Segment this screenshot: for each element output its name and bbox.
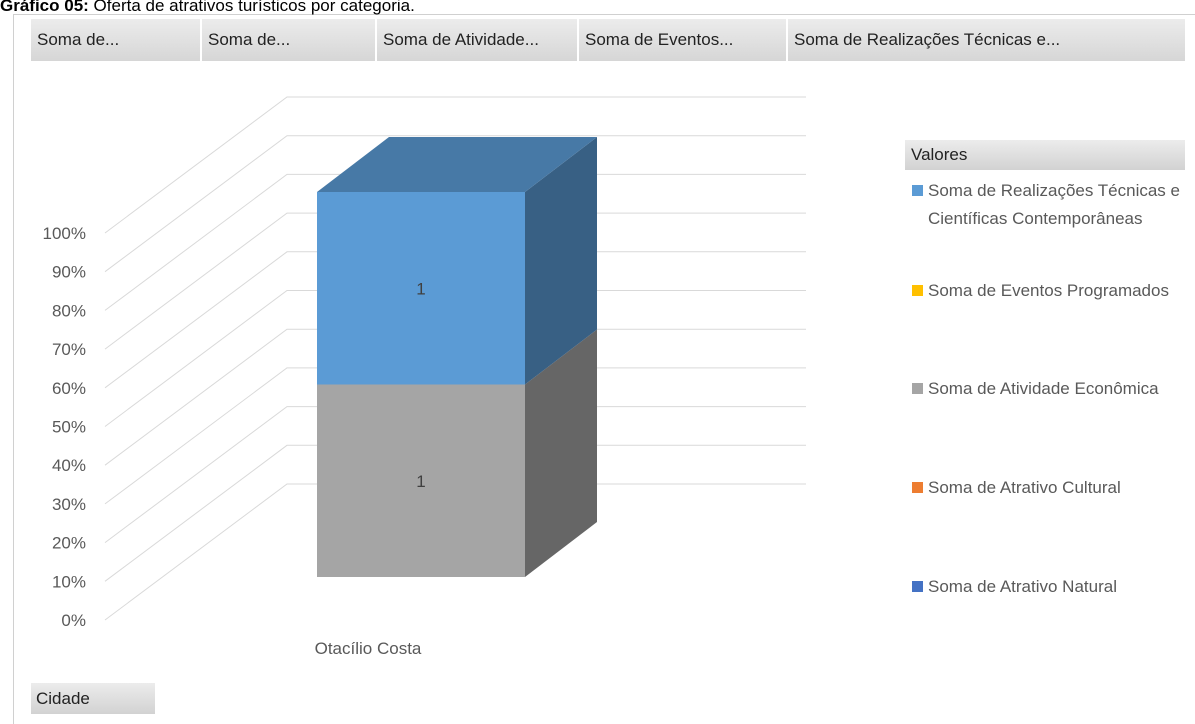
grid-line — [104, 135, 806, 273]
bar-front — [317, 192, 525, 385]
data-label: 1 — [416, 279, 425, 298]
y-tick-label: 0% — [61, 611, 86, 630]
legend-swatch — [912, 581, 923, 592]
x-tick-label: Otacílio Costa — [315, 639, 422, 658]
y-tick-label: 90% — [52, 263, 86, 282]
y-tick-label: 40% — [52, 456, 86, 475]
bar — [317, 329, 597, 577]
y-tick-label: 60% — [52, 379, 86, 398]
grid-line — [104, 406, 806, 544]
data-label: 1 — [416, 472, 425, 491]
field-button[interactable]: Soma de Atividade... — [377, 19, 577, 61]
y-tick-label: 70% — [52, 340, 86, 359]
y-tick-label: 100% — [43, 224, 86, 243]
y-tick-label: 30% — [52, 495, 86, 514]
grid-line — [104, 444, 806, 582]
legend-label: Soma de Atividade Econômica — [928, 379, 1159, 398]
legend-swatch — [912, 482, 923, 493]
bar — [317, 137, 597, 385]
field-button[interactable]: Soma de... — [202, 19, 375, 61]
bar-side — [525, 329, 597, 577]
y-tick-label: 50% — [52, 418, 86, 437]
filter-button[interactable]: Cidade — [31, 683, 155, 714]
y-tick-label: 10% — [52, 572, 86, 591]
bar-top — [317, 137, 597, 192]
grid-line — [104, 173, 806, 311]
legend-label: Soma de Atrativo Cultural — [928, 478, 1121, 497]
legend-label: Soma de Atrativo Natural — [928, 577, 1117, 596]
field-button[interactable]: Soma de Realizações Técnicas e... — [788, 19, 1185, 61]
grid-line — [104, 367, 806, 505]
field-button[interactable]: Soma de... — [31, 19, 200, 61]
grid-line — [104, 290, 806, 427]
legend-title: Valores — [905, 140, 1185, 170]
title-text: Oferta de atrativos turísticos por categ… — [94, 0, 415, 15]
grid-line — [104, 328, 806, 466]
chart-title: Gráfico 05: Oferta de atrativos turístic… — [0, 0, 415, 15]
grid-line — [104, 212, 806, 350]
grid-line — [104, 483, 806, 621]
legend-swatch — [912, 285, 923, 296]
bar-side — [525, 137, 597, 385]
chart-frame — [13, 14, 1195, 724]
legend-swatch — [912, 185, 923, 196]
grid-line — [104, 251, 806, 389]
legend-label: Soma de Eventos Programados — [928, 281, 1169, 300]
y-tick-label: 80% — [52, 301, 86, 320]
bar-front — [317, 384, 525, 577]
grid-line — [104, 96, 806, 234]
field-button[interactable]: Soma de Eventos... — [579, 19, 786, 61]
legend-label: Soma de Realizações Técnicas e Científic… — [928, 181, 1180, 228]
y-tick-label: 20% — [52, 534, 86, 553]
title-label: Gráfico 05: — [0, 0, 89, 15]
legend-swatch — [912, 383, 923, 394]
